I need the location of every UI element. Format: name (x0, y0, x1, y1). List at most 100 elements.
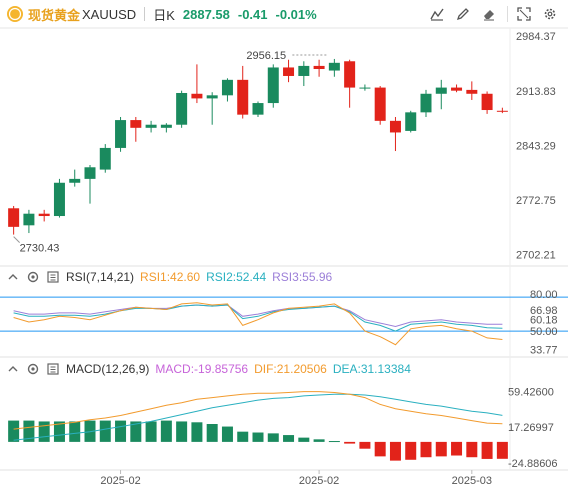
candle-body (8, 208, 20, 227)
divider (144, 7, 146, 21)
macd-histogram-bar (145, 421, 157, 442)
macd-histogram-bar (267, 433, 279, 442)
candle-body (344, 61, 356, 88)
price-tick-label: 2984.37 (516, 31, 556, 43)
gold-coin-icon (7, 6, 23, 22)
rsi1-value: RSI1:42.60 (140, 270, 201, 284)
rsi-tick-label: 66.98 (530, 305, 558, 317)
candle-body (267, 67, 279, 104)
low-marker-line (13, 236, 20, 243)
fullscreen-button[interactable] (514, 4, 534, 24)
macd-histogram-bar (481, 441, 493, 459)
price-tick-label: 2843.29 (516, 140, 556, 152)
candle-body (328, 62, 340, 71)
price-tick-label: 2913.83 (516, 86, 556, 98)
price-tick-label: 2702.21 (516, 250, 556, 262)
brand-name: 现货黄金 (28, 7, 81, 23)
price-change-pct: -0.01% (275, 6, 317, 22)
macd-histogram-bar (221, 426, 233, 442)
candle-body (481, 93, 493, 111)
indicator-toggle-icon[interactable] (46, 270, 60, 284)
candle-body (298, 65, 310, 76)
macd-histogram-bar (99, 420, 111, 442)
macd-histogram-bar (115, 420, 127, 442)
candle-body (53, 182, 65, 217)
macd-histogram-bar (451, 441, 463, 456)
settings-icon[interactable] (26, 270, 40, 284)
chart-settings-button[interactable] (427, 4, 447, 24)
dif-line (13, 391, 503, 430)
macd-tick-label: 17.26997 (508, 422, 554, 434)
macd-histogram-bar (53, 421, 65, 442)
settings-icon (544, 8, 556, 20)
price-tick-label: 2772.75 (516, 195, 556, 207)
macd-histogram-bar (496, 441, 508, 459)
fullscreen-icon (517, 7, 531, 21)
rsi-tick-label: 50.00 (530, 326, 558, 338)
time-tick-label: 2025-03 (452, 475, 492, 487)
rsi-legend: RSI(7,14,21) RSI1:42.60 RSI2:52.44 RSI3:… (6, 270, 332, 284)
macd-histogram-bar (359, 441, 371, 449)
dea-line (13, 393, 503, 441)
macd-histogram-bar (405, 441, 417, 460)
macd-histogram-bar (160, 420, 172, 442)
macd-histogram-bar (23, 420, 35, 442)
candle-body (206, 95, 218, 99)
symbol-selector[interactable]: 现货黄金 XAUUSD (6, 5, 136, 24)
macd-histogram-bar (38, 421, 50, 442)
low-annotation: 2730.43 (20, 243, 60, 255)
high-annotation: 2956.15 (246, 50, 286, 62)
toolbar-divider (507, 6, 508, 22)
collapse-icon[interactable] (6, 270, 20, 284)
candle-body (389, 120, 401, 133)
top-bar: 现货黄金 XAUUSD 日K 2887.58 -0.41 -0.01% (0, 0, 568, 28)
candle-body (38, 213, 50, 217)
candle-body (130, 120, 142, 128)
rsi-tick-label: 60.18 (530, 315, 558, 327)
macd-tick-label: -24.88606 (508, 458, 558, 470)
draw-button[interactable] (453, 4, 473, 24)
macd-histogram-bar (435, 441, 447, 457)
candle-body (84, 167, 96, 179)
eraser-icon (484, 10, 494, 21)
symbol-code: XAUUSD (82, 6, 137, 22)
candle-body (221, 79, 233, 96)
candle-body (69, 178, 81, 183)
collapse-icon[interactable] (6, 362, 20, 376)
dea-value: DEA:31.13384 (332, 362, 411, 376)
settings-button[interactable] (540, 4, 560, 24)
rsi3-line (13, 304, 503, 328)
last-price: 2887.58 (182, 6, 230, 22)
candle-body (176, 92, 188, 125)
settings-icon[interactable] (26, 362, 40, 376)
candle-body (283, 67, 295, 76)
macd-histogram-bar (252, 432, 264, 442)
candle-body (359, 87, 371, 89)
time-tick-label: 2025-02 (299, 475, 339, 487)
candle-body (191, 93, 203, 99)
eraser-button[interactable] (479, 4, 499, 24)
macd-histogram-bar (191, 422, 203, 442)
macd-histogram-bar (206, 424, 218, 442)
rsi1-line (13, 302, 503, 346)
candle-body (420, 93, 432, 113)
time-tick-label: 2025-02 (100, 475, 140, 487)
indicator-toggle-icon[interactable] (46, 362, 60, 376)
rsi-title: RSI(7,14,21) (66, 270, 135, 284)
toolbar (421, 4, 560, 24)
draw-icon (456, 8, 469, 21)
rsi-tick-label: 80.00 (530, 289, 558, 301)
candle-body (435, 87, 447, 94)
macd-histogram-bar (298, 437, 310, 442)
candle-body (99, 147, 111, 170)
candle-body (374, 87, 386, 121)
interval-selector[interactable]: 日K (153, 7, 175, 23)
rsi2-line (13, 304, 503, 332)
candle-body (115, 120, 127, 148)
candle-body (496, 110, 508, 112)
macd-histogram-bar (344, 441, 356, 444)
macd-histogram-bar (328, 441, 340, 443)
macd-histogram-bar (389, 441, 401, 461)
price-change: -0.41 (237, 6, 268, 22)
rsi-tick-label: 33.77 (530, 344, 558, 356)
